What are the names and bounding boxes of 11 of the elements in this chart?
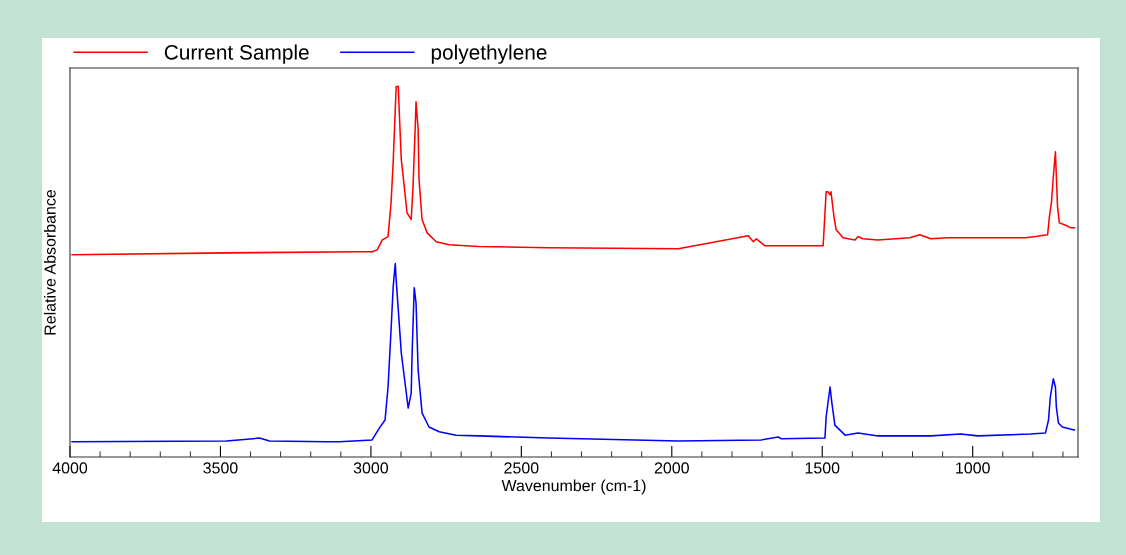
x-tick-label: 4000 [52, 462, 88, 474]
legend-label: Current Sample [164, 44, 309, 64]
x-axis-title: Wavenumber (cm-1) [501, 479, 646, 495]
x-tick-label: 3500 [203, 462, 238, 474]
legend-label: polyethylene [431, 44, 547, 64]
x-tick-label: 2000 [654, 462, 689, 474]
x-tick-label: 1000 [956, 462, 990, 474]
x-tick-label: 3000 [353, 462, 389, 474]
x-tick-label: 2500 [504, 462, 539, 474]
x-tick-label: 1500 [805, 462, 840, 474]
y-axis-title: Relative Absorbance [44, 189, 56, 335]
